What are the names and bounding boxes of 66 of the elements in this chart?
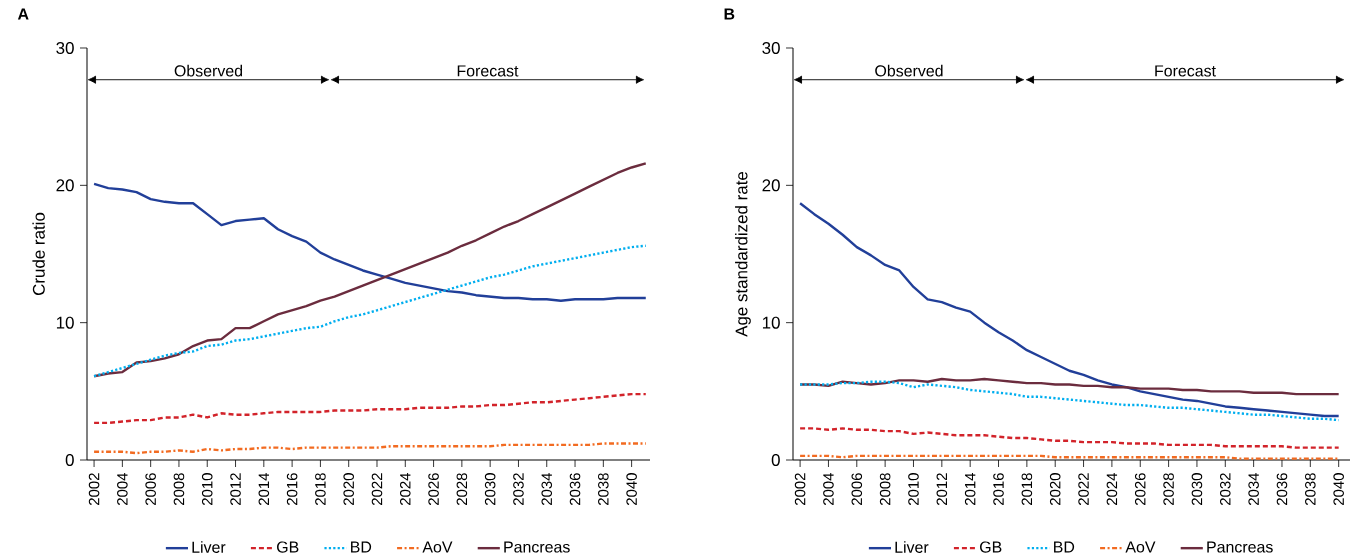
x-tick-label: 2008 [879,473,891,506]
x-tick-label: 2026 [428,473,439,506]
y-tick-label: 20 [56,179,74,192]
x-tick-label: 2032 [1219,473,1231,506]
annotation: Observed [174,64,243,77]
x-tick-label: 2016 [993,473,1004,506]
x-tick-label: 2024 [1106,472,1118,506]
legend-label: Pancreas [504,541,570,553]
x-tick-label: 2022 [1078,473,1089,506]
legend-label: GB [980,541,1002,553]
legend-label: Pancreas [1207,541,1273,553]
y-tick-label: 20 [762,179,780,192]
x-tick-label: 2026 [1134,473,1146,506]
x-tick-label: 2004 [117,472,128,506]
chart-title: A [17,8,29,20]
x-tick-label: 2006 [851,473,863,506]
x-tick-label: 2028 [1163,473,1174,506]
x-tick-label: 2036 [569,473,581,506]
x-tick-label: 2016 [286,473,298,506]
legend-label: AoV [1125,541,1156,553]
legend-label: Liver [895,541,929,553]
x-tick-label: 2002 [794,473,806,506]
x-tick-label: 2018 [315,473,326,506]
y-tick-label: 0 [65,454,74,466]
y-tick-label: 10 [56,316,74,329]
legend-label: BD [351,541,372,553]
x-tick-label: 2040 [626,473,637,506]
x-tick-label: 2020 [1049,473,1061,506]
x-tick-label: 2022 [371,473,383,506]
legend-label: Liver [192,541,226,553]
x-tick-label: 2012 [230,473,241,506]
y-tick-label: 30 [762,42,780,54]
x-tick-label: 2014 [258,472,270,506]
legend-label: GB [277,541,299,553]
x-tick-label: 2034 [541,472,553,506]
y-axis-title: Crude ratio [32,212,45,296]
x-tick-label: 2020 [343,473,354,506]
x-tick-label: 2024 [399,472,411,506]
x-tick-label: 2030 [484,473,496,506]
annotation: Forecast [457,65,519,77]
x-tick-label: 2004 [823,472,834,506]
legend-label: BD [1054,541,1075,553]
x-tick-label: 2006 [145,473,156,506]
x-tick-label: 2032 [513,473,524,506]
y-tick-label: 0 [771,454,780,466]
x-tick-label: 2030 [1191,473,1203,506]
annotation: Observed [875,64,943,77]
x-tick-label: 2038 [598,473,609,506]
x-tick-label: 2036 [1276,473,1288,506]
x-tick-label: 2028 [456,473,468,506]
x-tick-label: 2014 [964,472,976,506]
y-tick-label: 30 [56,42,74,54]
y-axis-title: Age standardized rate [735,171,751,337]
x-tick-label: 2038 [1305,473,1316,506]
x-tick-label: 2018 [1021,473,1033,506]
chart-title: B [724,8,735,20]
x-tick-label: 2034 [1248,472,1259,506]
x-tick-label: 2010 [908,473,919,506]
annotation: Forecast [1155,65,1216,77]
x-tick-label: 2010 [201,473,213,506]
x-tick-label: 2012 [936,473,948,506]
y-tick-label: 10 [762,316,780,329]
x-tick-label: 2008 [173,473,185,506]
x-tick-label: 2002 [88,473,100,506]
x-tick-label: 2040 [1333,473,1344,506]
legend-label: AoV [422,541,453,553]
